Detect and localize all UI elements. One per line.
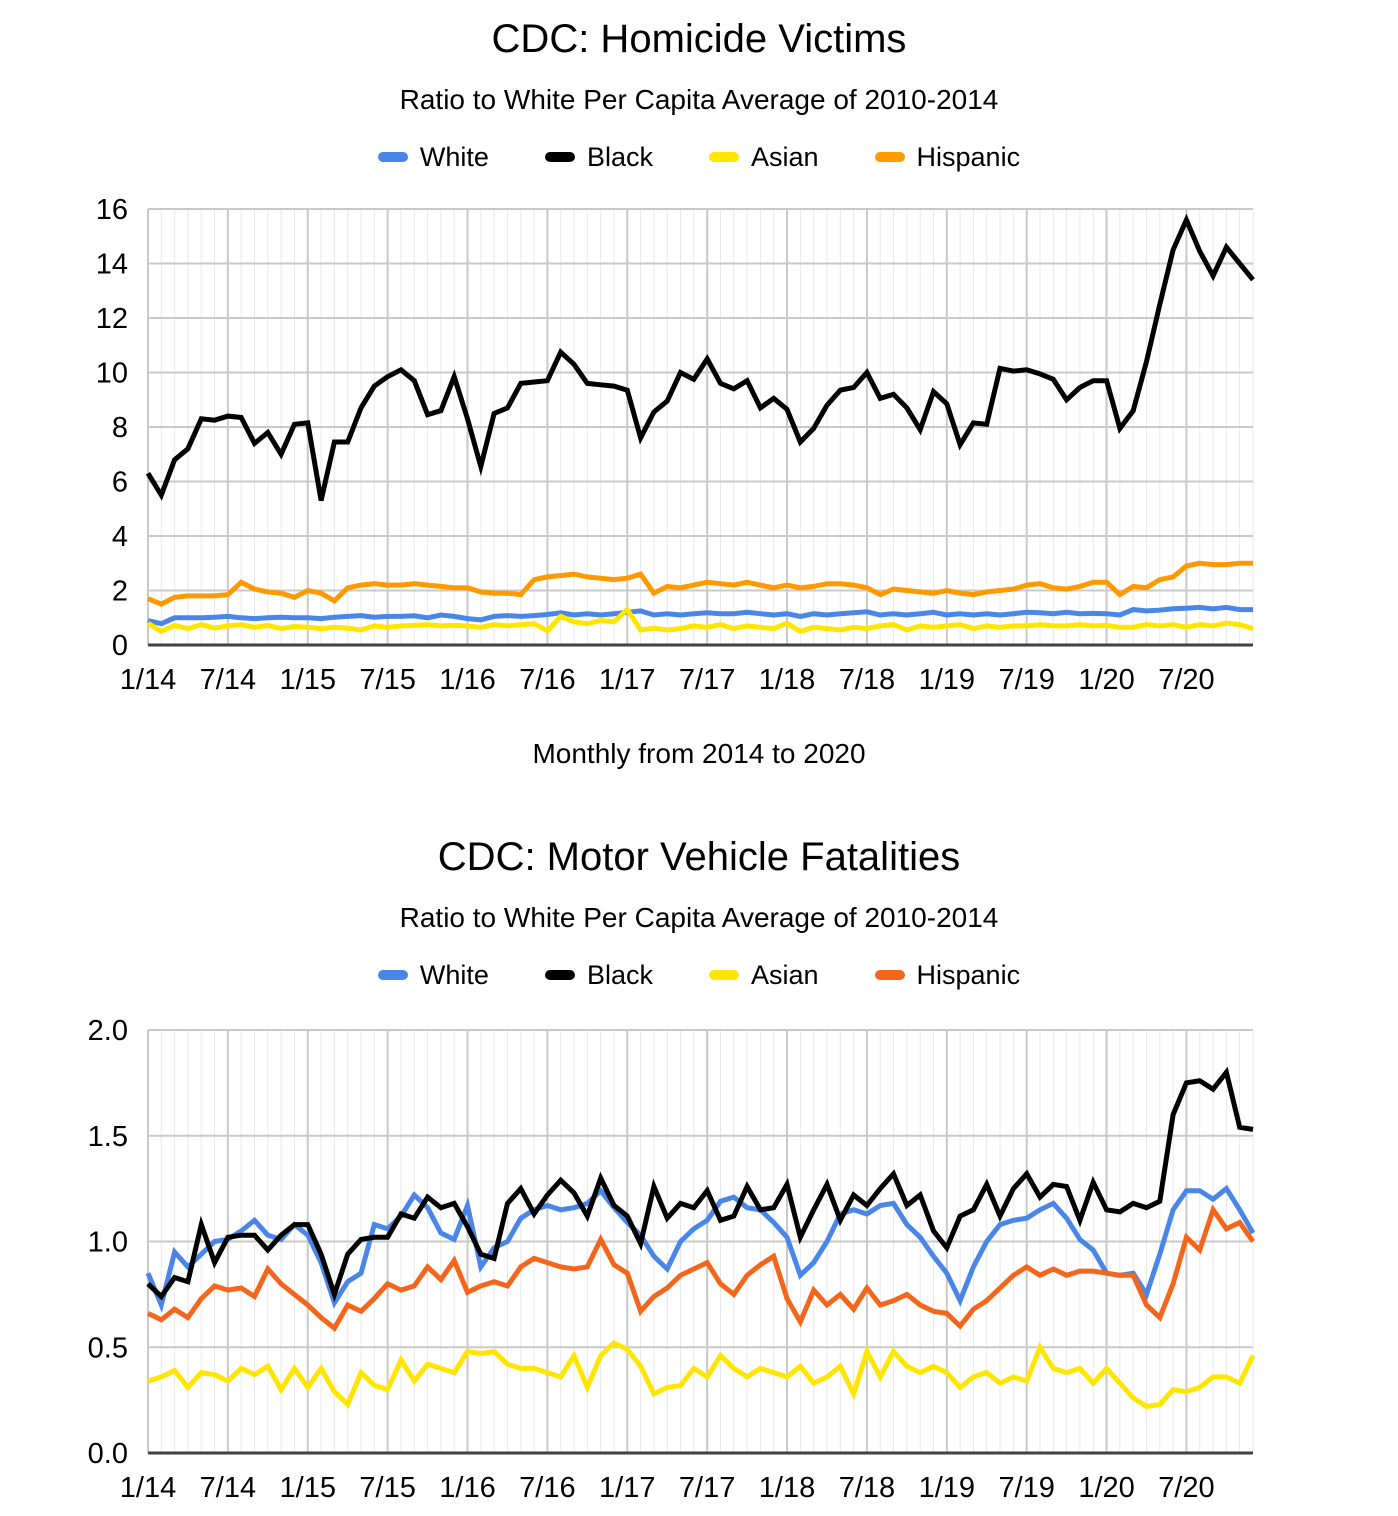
- legend-label-white: White: [419, 142, 489, 172]
- legend-swatch-hispanic: [874, 152, 905, 162]
- x-tick-label: 7/19: [998, 1472, 1054, 1504]
- chart-title: CDC: Motor Vehicle Fatalities: [437, 835, 961, 879]
- chart-subtitle: Ratio to White Per Capita Average of 201…: [399, 902, 999, 933]
- legend-item-white: White: [377, 142, 489, 172]
- y-tick-label: 0.5: [88, 1332, 128, 1364]
- series-lines: [145, 213, 1255, 635]
- x-axis-labels: 1/14 7/14 1/15 7/15 1/16 7/16 1/17 7/17 1/18 7/18…: [120, 664, 1215, 692]
- x-tick-label: 7/18: [839, 1472, 895, 1504]
- series-line-white: [145, 1184, 1256, 1313]
- x-tick-label: 7/14: [200, 1472, 256, 1504]
- chart-title: CDC: Homicide Victims: [491, 17, 907, 61]
- x-tick-label: 1/19: [919, 664, 975, 692]
- legend-label-asian: Asian: [750, 142, 819, 172]
- series-line-asian: [146, 605, 1254, 635]
- x-axis-labels: 1/14 7/14 1/15 7/15 1/16 7/16 1/17 7/17 1/18 7/18…: [120, 1472, 1215, 1504]
- legend-item-asian: Asian: [708, 142, 819, 172]
- y-axis-labels: 0 2 4 6 8 10 12 14 16: [96, 194, 128, 662]
- legend-item-asian: Asian: [708, 960, 819, 990]
- y-tick-label: 0.0: [88, 1438, 128, 1470]
- x-tick-label: 1/17: [599, 664, 655, 692]
- series-line-white: [147, 604, 1253, 627]
- legend: White Black Asian Hispanic: [0, 960, 1398, 990]
- legend-swatch-asian: [708, 152, 739, 162]
- legend-swatch-hispanic: [874, 970, 905, 980]
- legend-swatch-white: [377, 970, 408, 980]
- legend-swatch-asian: [708, 970, 739, 980]
- legend-label-hispanic: Hispanic: [916, 142, 1021, 172]
- chart-subtitle: Ratio to White Per Capita Average of 201…: [399, 84, 999, 115]
- legend-item-white: White: [377, 960, 489, 990]
- y-tick-label: 1.0: [88, 1227, 128, 1259]
- legend-label-white: White: [419, 960, 489, 990]
- x-axis-caption: Monthly from 2014 to 2020: [532, 738, 866, 769]
- series-lines: [145, 1066, 1256, 1410]
- x-tick-label: 1/16: [439, 1472, 495, 1504]
- legend-swatch-black: [544, 152, 575, 162]
- x-tick-label: 7/17: [679, 1472, 735, 1504]
- x-tick-label: 7/15: [359, 1472, 415, 1504]
- x-tick-label: 1/14: [120, 664, 176, 692]
- x-tick-label: 7/14: [200, 664, 256, 692]
- x-tick-label: 7/20: [1158, 1472, 1214, 1504]
- x-tick-label: 1/16: [439, 664, 495, 692]
- x-tick-label: 1/19: [919, 1472, 975, 1504]
- legend-item-black: Black: [544, 960, 653, 990]
- y-tick-label: 2.0: [88, 1015, 128, 1047]
- y-tick-label: 8: [112, 412, 128, 444]
- x-tick-label: 1/18: [759, 664, 815, 692]
- motor-vehicle-chart-block: CDC: Motor Vehicle Fatalities Ratio to W…: [0, 770, 1398, 1510]
- legend-item-black: Black: [544, 142, 653, 172]
- legend: White Black Asian Hispanic: [0, 142, 1398, 172]
- series-line-black: [146, 1066, 1254, 1303]
- x-tick-label: 1/14: [120, 1472, 176, 1504]
- legend-swatch-black: [544, 970, 575, 980]
- y-tick-label: 0: [112, 630, 128, 662]
- x-tick-label: 7/16: [519, 664, 575, 692]
- y-tick-label: 10: [96, 358, 128, 390]
- y-tick-label: 4: [112, 521, 128, 553]
- y-tick-label: 2: [112, 576, 128, 608]
- x-tick-label: 7/15: [359, 664, 415, 692]
- legend-label-black: Black: [586, 142, 653, 172]
- legend-item-hispanic: Hispanic: [874, 142, 1021, 172]
- x-tick-label: 7/20: [1158, 664, 1214, 692]
- legend-swatch-white: [377, 152, 408, 162]
- x-tick-label: 1/15: [280, 1472, 336, 1504]
- x-tick-label: 1/20: [1078, 1472, 1134, 1504]
- x-tick-label: 1/17: [599, 1472, 655, 1504]
- y-tick-label: 14: [96, 249, 128, 281]
- series-line-asian: [147, 1339, 1256, 1410]
- x-tick-label: 7/16: [519, 1472, 575, 1504]
- y-axis-labels: 0.0 0.5 1.0 1.5 2.0: [88, 1015, 128, 1470]
- y-tick-label: 12: [96, 303, 128, 335]
- y-tick-label: 16: [96, 194, 128, 226]
- y-tick-label: 6: [112, 467, 128, 499]
- series-line-hispanic: [147, 560, 1253, 607]
- legend-label-asian: Asian: [750, 960, 819, 990]
- series-line-hispanic: [146, 1204, 1256, 1332]
- legend-label-hispanic: Hispanic: [916, 960, 1021, 990]
- series-line-black: [145, 213, 1255, 502]
- legend-item-hispanic: Hispanic: [874, 960, 1021, 990]
- x-tick-label: 1/20: [1078, 664, 1134, 692]
- homicide-chart-block: CDC: Homicide Victims Ratio to White Per…: [0, 17, 1398, 769]
- x-tick-label: 7/18: [839, 664, 895, 692]
- x-tick-label: 7/17: [679, 664, 735, 692]
- motor-vehicle-line-chart: 0.00.51.01.52.01/14 7/14 1/15 7/15 1/16 7/16 1…: [88, 1015, 1256, 1504]
- gridlines: [147, 208, 1254, 645]
- x-tick-label: 1/18: [759, 1472, 815, 1504]
- x-tick-label: 1/15: [280, 664, 336, 692]
- x-tick-label: 7/19: [998, 664, 1054, 692]
- gridlines: [147, 1029, 1254, 1453]
- legend-label-black: Black: [586, 960, 653, 990]
- y-tick-label: 1.5: [88, 1121, 128, 1153]
